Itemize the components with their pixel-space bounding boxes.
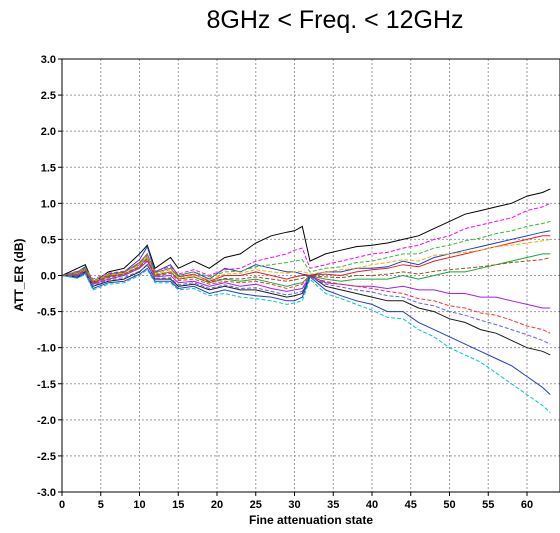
x-tick-label: 0 xyxy=(59,499,65,511)
series-line-12 xyxy=(61,220,551,282)
y-tick-label: 3.0 xyxy=(41,54,56,66)
x-tick-label: 50 xyxy=(443,499,455,511)
series-line-1 xyxy=(61,188,551,284)
y-tick-label: -1.5 xyxy=(37,379,56,391)
x-tick-label: 25 xyxy=(250,499,262,511)
y-tick-label: 2.5 xyxy=(41,90,56,102)
series-line-11 xyxy=(61,258,551,334)
x-tick-label: 40 xyxy=(366,499,378,511)
x-tick-label: 45 xyxy=(405,499,417,511)
y-axis-label: ATT_ER (dB) xyxy=(12,238,26,311)
y-tick-label: -2.5 xyxy=(37,451,56,463)
series-line-14 xyxy=(61,257,551,284)
x-axis-ticks: 0 5 10 15 20 25 30 35 40 45 50 55 60 xyxy=(59,492,533,511)
chart-title: 8GHz < Freq. < 12GHz xyxy=(206,6,463,34)
x-tick-label: 20 xyxy=(211,499,223,511)
x-tick-label: 55 xyxy=(482,499,494,511)
x-tick-label: 30 xyxy=(288,499,300,511)
series-line-3 xyxy=(61,235,551,282)
series-line-9 xyxy=(61,268,551,413)
x-tick-label: 10 xyxy=(133,499,145,511)
y-tick-label: 1.0 xyxy=(41,198,56,210)
x-tick-label: 35 xyxy=(327,499,339,511)
series-group xyxy=(61,188,551,413)
y-tick-label: -3.0 xyxy=(37,487,56,499)
series-line-13 xyxy=(61,264,551,345)
series-line-4 xyxy=(61,253,551,287)
y-tick-label: 1.5 xyxy=(41,162,56,174)
y-tick-label: -1.0 xyxy=(37,343,56,355)
x-tick-label: 5 xyxy=(98,499,104,511)
y-tick-label: 0.5 xyxy=(41,234,56,246)
series-line-10 xyxy=(61,238,551,283)
y-tick-label: 2.0 xyxy=(41,126,56,138)
series-line-6 xyxy=(61,263,551,356)
x-tick-label: 60 xyxy=(521,499,533,511)
y-tick-label: -2.0 xyxy=(37,415,56,427)
x-axis-label: Fine attenuation state xyxy=(249,513,373,527)
x-tick-label: 15 xyxy=(172,499,184,511)
y-tick-label: -0.5 xyxy=(37,307,56,319)
y-tick-label: 0.0 xyxy=(41,271,56,283)
series-line-7 xyxy=(61,267,551,395)
y-axis-ticks: 3.0 2.5 2.0 1.5 1.0 0.5 0.0 -0.5 -1.0 -1.5 -2.0 -2.… xyxy=(37,54,62,499)
series-line-5 xyxy=(62,260,551,309)
